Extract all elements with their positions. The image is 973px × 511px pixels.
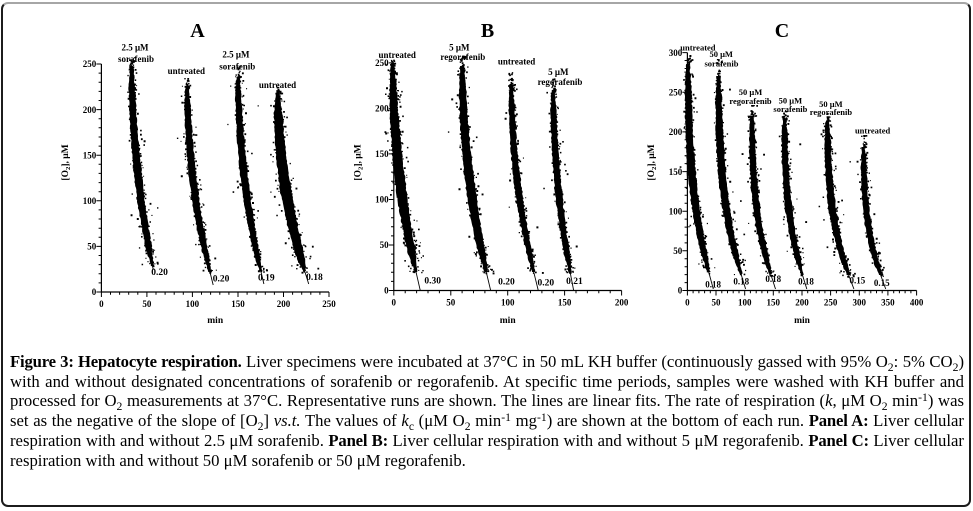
svg-text:100: 100 (375, 195, 389, 205)
svg-text:250: 250 (669, 88, 683, 98)
svg-text:0.20: 0.20 (498, 278, 515, 288)
svg-text:0.18: 0.18 (705, 279, 721, 289)
svg-text:regorafenib: regorafenib (538, 77, 583, 87)
svg-text:sorafenib: sorafenib (219, 62, 255, 72)
svg-text:200: 200 (669, 127, 683, 137)
svg-text:[O2], μM: [O2], μM (61, 144, 72, 180)
svg-text:2.5 μM: 2.5 μM (121, 43, 149, 53)
svg-text:0.18: 0.18 (306, 273, 323, 283)
svg-text:0.20: 0.20 (213, 275, 230, 285)
svg-text:min: min (500, 316, 517, 326)
svg-text:200: 200 (375, 104, 389, 114)
svg-text:0.18: 0.18 (765, 274, 781, 284)
svg-text:0: 0 (392, 297, 397, 307)
svg-text:100: 100 (669, 206, 683, 216)
svg-text:250: 250 (375, 58, 389, 68)
svg-text:50 μM: 50 μM (739, 87, 762, 97)
svg-text:untreated: untreated (498, 57, 535, 67)
svg-text:[O2], μM: [O2], μM (353, 144, 364, 180)
svg-text:0.30: 0.30 (424, 277, 441, 287)
svg-text:50: 50 (142, 299, 152, 309)
svg-text:sorafenib: sorafenib (118, 54, 154, 64)
svg-text:50: 50 (673, 246, 683, 256)
svg-text:[O2], μM: [O2], μM (647, 144, 658, 180)
svg-text:5 μM: 5 μM (548, 67, 569, 77)
svg-text:150: 150 (375, 149, 389, 159)
svg-text:100: 100 (738, 297, 752, 307)
svg-text:untreated: untreated (680, 43, 716, 53)
svg-text:regorafenib: regorafenib (729, 96, 772, 106)
svg-text:150: 150 (558, 297, 572, 307)
svg-text:0.15: 0.15 (874, 278, 890, 288)
svg-text:200: 200 (615, 297, 629, 307)
svg-text:250: 250 (83, 59, 97, 69)
svg-text:0.15: 0.15 (850, 276, 866, 286)
svg-text:regorafenib: regorafenib (440, 52, 485, 62)
svg-text:300: 300 (669, 48, 683, 58)
svg-text:50: 50 (380, 240, 390, 250)
svg-text:0: 0 (678, 286, 683, 296)
svg-text:sorafenib: sorafenib (773, 104, 807, 114)
svg-text:100: 100 (501, 297, 515, 307)
svg-text:150: 150 (231, 299, 245, 309)
svg-text:untreated: untreated (855, 125, 891, 135)
svg-text:50: 50 (446, 297, 456, 307)
svg-text:200: 200 (83, 105, 97, 115)
svg-text:untreated: untreated (379, 50, 416, 60)
svg-text:100: 100 (186, 299, 200, 309)
svg-text:250: 250 (322, 299, 336, 309)
svg-text:150: 150 (83, 150, 97, 160)
svg-text:sorafenib: sorafenib (705, 59, 739, 69)
svg-text:untreated: untreated (168, 66, 205, 76)
svg-text:2.5 μM: 2.5 μM (222, 49, 250, 59)
svg-text:min: min (207, 316, 224, 326)
svg-text:untreated: untreated (259, 80, 296, 90)
svg-text:100: 100 (83, 196, 97, 206)
svg-text:50 μM: 50 μM (779, 95, 802, 105)
svg-text:200: 200 (277, 299, 291, 309)
svg-text:150: 150 (669, 167, 683, 177)
svg-text:50 μM: 50 μM (819, 99, 842, 109)
svg-text:400: 400 (910, 297, 924, 307)
svg-text:50: 50 (87, 242, 97, 252)
svg-text:0.21: 0.21 (566, 277, 583, 287)
svg-text:350: 350 (881, 297, 895, 307)
svg-text:0: 0 (685, 297, 690, 307)
svg-text:50 μM: 50 μM (709, 49, 732, 59)
svg-text:A: A (190, 20, 205, 42)
svg-text:0.20: 0.20 (151, 268, 168, 278)
svg-text:regorafenib: regorafenib (810, 107, 853, 117)
svg-text:300: 300 (853, 297, 867, 307)
svg-text:0.18: 0.18 (798, 276, 814, 286)
svg-text:0: 0 (92, 287, 97, 297)
svg-text:0: 0 (384, 286, 389, 296)
svg-text:5 μM: 5 μM (449, 43, 470, 53)
svg-text:0.20: 0.20 (537, 279, 554, 289)
svg-text:50: 50 (712, 297, 722, 307)
svg-text:B: B (481, 20, 494, 42)
svg-text:C: C (775, 20, 789, 42)
svg-text:min: min (794, 316, 811, 326)
svg-text:250: 250 (824, 297, 838, 307)
svg-text:200: 200 (795, 297, 809, 307)
svg-text:0: 0 (99, 299, 104, 309)
svg-text:0.18: 0.18 (733, 276, 749, 286)
svg-text:150: 150 (767, 297, 781, 307)
svg-text:0.19: 0.19 (258, 274, 275, 284)
